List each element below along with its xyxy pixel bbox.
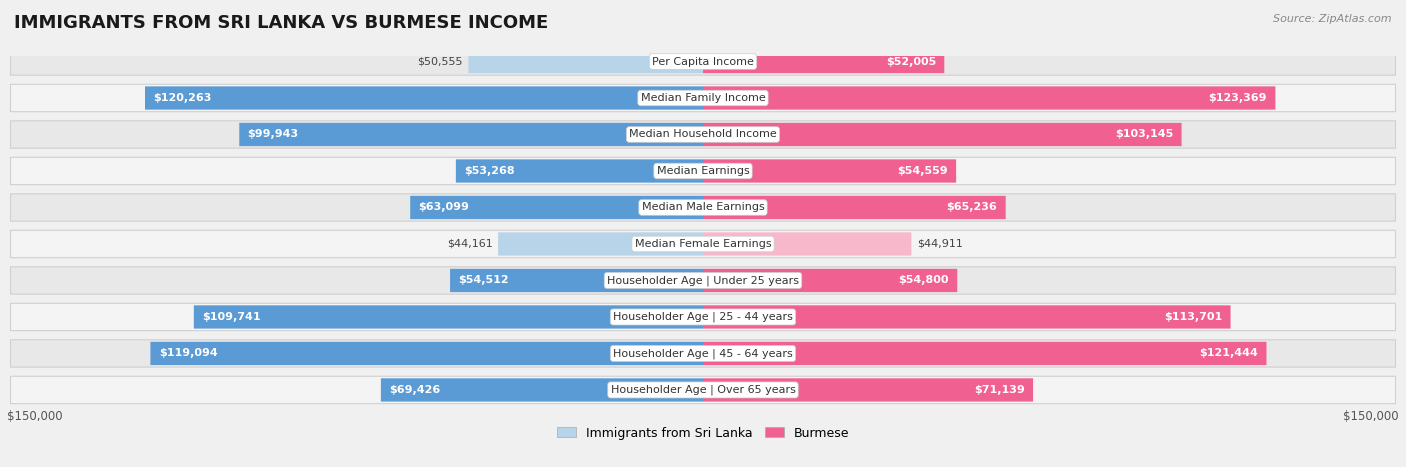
Text: $54,800: $54,800: [898, 276, 949, 285]
Text: Median Female Earnings: Median Female Earnings: [634, 239, 772, 249]
FancyBboxPatch shape: [145, 86, 703, 110]
Legend: Immigrants from Sri Lanka, Burmese: Immigrants from Sri Lanka, Burmese: [553, 422, 853, 445]
Text: $52,005: $52,005: [886, 57, 936, 66]
FancyBboxPatch shape: [703, 123, 1181, 146]
Text: Householder Age | Under 25 years: Householder Age | Under 25 years: [607, 275, 799, 286]
FancyBboxPatch shape: [498, 233, 703, 255]
FancyBboxPatch shape: [150, 342, 703, 365]
Text: IMMIGRANTS FROM SRI LANKA VS BURMESE INCOME: IMMIGRANTS FROM SRI LANKA VS BURMESE INC…: [14, 14, 548, 32]
Text: Median Family Income: Median Family Income: [641, 93, 765, 103]
FancyBboxPatch shape: [10, 230, 1396, 258]
Text: Source: ZipAtlas.com: Source: ZipAtlas.com: [1274, 14, 1392, 24]
FancyBboxPatch shape: [381, 378, 703, 402]
FancyBboxPatch shape: [703, 269, 957, 292]
FancyBboxPatch shape: [10, 121, 1396, 148]
Text: $119,094: $119,094: [159, 348, 218, 359]
FancyBboxPatch shape: [703, 50, 945, 73]
Text: $53,268: $53,268: [464, 166, 515, 176]
FancyBboxPatch shape: [450, 269, 703, 292]
Text: Per Capita Income: Per Capita Income: [652, 57, 754, 66]
Text: $63,099: $63,099: [419, 203, 470, 212]
FancyBboxPatch shape: [10, 85, 1396, 112]
Text: $103,145: $103,145: [1115, 129, 1173, 140]
Text: Householder Age | Over 65 years: Householder Age | Over 65 years: [610, 385, 796, 395]
Text: Householder Age | 45 - 64 years: Householder Age | 45 - 64 years: [613, 348, 793, 359]
Text: Householder Age | 25 - 44 years: Householder Age | 25 - 44 years: [613, 311, 793, 322]
Text: $150,000: $150,000: [1343, 410, 1399, 423]
Text: $120,263: $120,263: [153, 93, 212, 103]
FancyBboxPatch shape: [703, 86, 1275, 110]
Text: $109,741: $109,741: [202, 312, 260, 322]
FancyBboxPatch shape: [703, 196, 1005, 219]
Text: $71,139: $71,139: [974, 385, 1025, 395]
FancyBboxPatch shape: [10, 376, 1396, 403]
Text: $113,701: $113,701: [1164, 312, 1222, 322]
Text: Median Earnings: Median Earnings: [657, 166, 749, 176]
FancyBboxPatch shape: [703, 159, 956, 183]
Text: Median Male Earnings: Median Male Earnings: [641, 203, 765, 212]
FancyBboxPatch shape: [10, 267, 1396, 294]
Text: $44,911: $44,911: [917, 239, 963, 249]
Text: $121,444: $121,444: [1199, 348, 1258, 359]
Text: $69,426: $69,426: [389, 385, 440, 395]
FancyBboxPatch shape: [10, 48, 1396, 75]
FancyBboxPatch shape: [703, 342, 1267, 365]
FancyBboxPatch shape: [10, 340, 1396, 367]
FancyBboxPatch shape: [10, 303, 1396, 331]
Text: $54,559: $54,559: [897, 166, 948, 176]
FancyBboxPatch shape: [10, 157, 1396, 184]
FancyBboxPatch shape: [703, 305, 1230, 329]
Text: $123,369: $123,369: [1209, 93, 1267, 103]
FancyBboxPatch shape: [194, 305, 703, 329]
FancyBboxPatch shape: [703, 233, 911, 255]
FancyBboxPatch shape: [703, 378, 1033, 402]
Text: $44,161: $44,161: [447, 239, 492, 249]
FancyBboxPatch shape: [10, 194, 1396, 221]
FancyBboxPatch shape: [411, 196, 703, 219]
FancyBboxPatch shape: [456, 159, 703, 183]
FancyBboxPatch shape: [468, 50, 703, 73]
Text: $54,512: $54,512: [458, 276, 509, 285]
Text: $150,000: $150,000: [7, 410, 63, 423]
FancyBboxPatch shape: [239, 123, 703, 146]
Text: $50,555: $50,555: [418, 57, 463, 66]
Text: Median Household Income: Median Household Income: [628, 129, 778, 140]
Text: $65,236: $65,236: [946, 203, 997, 212]
Text: $99,943: $99,943: [247, 129, 298, 140]
